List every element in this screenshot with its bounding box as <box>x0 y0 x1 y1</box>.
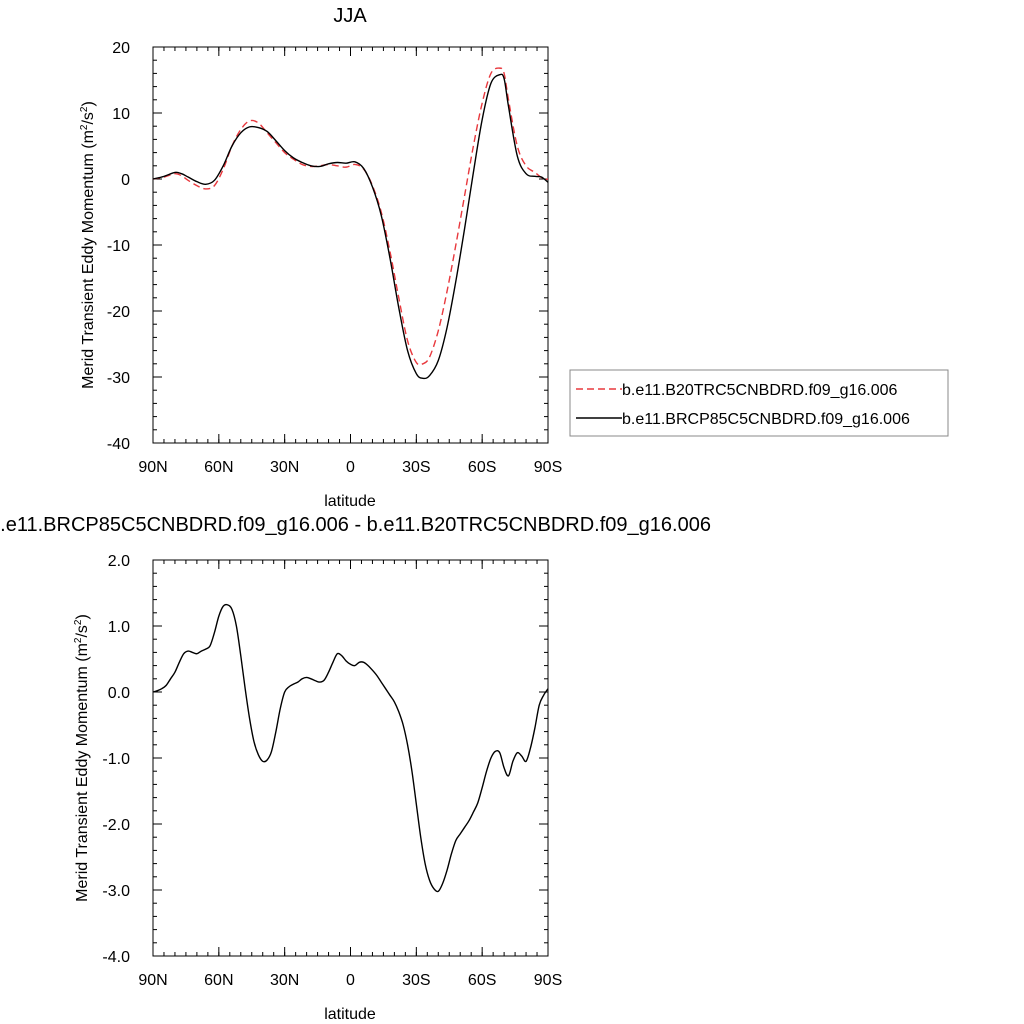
bottom-y-label-main: Merid Transient Eddy Momentum (m <box>74 643 91 902</box>
x-tick-label: 60N <box>204 972 233 989</box>
x-tick-label: 0 <box>346 972 355 989</box>
y-tick-label: -30 <box>107 370 130 387</box>
bottom-y-tick-labels: -4.0 -3.0 -2.0 -1.0 0.0 1.0 2.0 <box>102 553 130 966</box>
x-tick-label: 90S <box>534 972 562 989</box>
y-tick-label: 0.0 <box>108 685 130 702</box>
legend-label-0: b.e11.B20TRC5CNBDRD.f09_g16.006 <box>622 382 898 399</box>
legend-label-1: b.e11.BRCP85C5CNBDRD.f09_g16.006 <box>622 411 910 428</box>
x-tick-label: 30S <box>402 972 430 989</box>
x-tick-label: 60S <box>468 972 496 989</box>
bottom-y-label-mid: /s <box>74 625 91 637</box>
series-line-0 <box>152 603 549 893</box>
legend: b.e11.B20TRC5CNBDRD.f09_g16.006 b.e11.BR… <box>569 369 949 437</box>
bottom-ticks <box>152 559 549 957</box>
bottom-x-tick-labels: 90N 60N 30N 0 30S 60S 90S <box>138 972 562 989</box>
top-series-group <box>152 67 549 380</box>
y-tick-label: -4.0 <box>102 949 130 966</box>
x-tick-label: 90N <box>138 972 167 989</box>
y-tick-label: 1.0 <box>108 619 130 636</box>
y-tick-label: 0 <box>121 172 130 189</box>
bottom-y-label-sup2: 2 <box>73 619 84 625</box>
bottom-x-axis-label: latitude <box>324 1006 376 1023</box>
top-x-axis-label: latitude <box>324 493 376 510</box>
top-y-label-end: ) <box>80 101 97 106</box>
y-tick-label: 20 <box>112 40 130 57</box>
legend-box <box>569 369 949 437</box>
y-tick-label: -20 <box>107 304 130 321</box>
x-tick-label: 90N <box>138 459 167 476</box>
bottom-y-axis-label: Merid Transient Eddy Momentum (m2/s2) <box>73 614 91 902</box>
y-tick-label: -2.0 <box>102 817 130 834</box>
series-line-1 <box>152 73 549 380</box>
y-tick-label: -10 <box>107 238 130 255</box>
top-y-label-sup2: 2 <box>79 106 90 112</box>
y-tick-label: -3.0 <box>102 883 130 900</box>
bottom-chart: b.e11.BRCP85C5CNBDRD.f09_g16.006 - b.e11… <box>0 514 711 1023</box>
bottom-chart-title: b.e11.BRCP85C5CNBDRD.f09_g16.006 - b.e11… <box>0 514 711 536</box>
bottom-y-label-sup1: 2 <box>73 637 84 643</box>
x-tick-label: 60N <box>204 459 233 476</box>
top-y-label-main: Merid Transient Eddy Momentum (m <box>80 130 97 389</box>
top-plot-frame <box>152 46 549 444</box>
x-tick-label: 90S <box>534 459 562 476</box>
x-tick-label: 30N <box>270 972 299 989</box>
y-tick-label: -1.0 <box>102 751 130 768</box>
top-chart: JJA 90N 60N 30N 0 30S 60S 90S -40 -30 -20 -10 0 10 2… <box>79 5 949 510</box>
y-tick-label: -40 <box>107 436 130 453</box>
top-y-axis-label: Merid Transient Eddy Momentum (m2/s2) <box>79 101 97 389</box>
top-y-label-mid: /s <box>80 112 97 124</box>
x-tick-label: 30N <box>270 459 299 476</box>
x-tick-label: 60S <box>468 459 496 476</box>
top-y-tick-labels: -40 -30 -20 -10 0 10 20 <box>107 40 130 453</box>
bottom-plot-frame <box>152 559 549 957</box>
series-line-0 <box>152 67 549 366</box>
top-ticks <box>152 46 549 444</box>
top-y-label-sup1: 2 <box>79 124 90 130</box>
bottom-series-group <box>152 603 549 893</box>
top-chart-title: JJA <box>333 5 367 27</box>
x-tick-label: 0 <box>346 459 355 476</box>
y-tick-label: 2.0 <box>108 553 130 570</box>
top-x-tick-labels: 90N 60N 30N 0 30S 60S 90S <box>138 459 562 476</box>
x-tick-label: 30S <box>402 459 430 476</box>
bottom-y-label-end: ) <box>74 614 91 619</box>
y-tick-label: 10 <box>112 106 130 123</box>
